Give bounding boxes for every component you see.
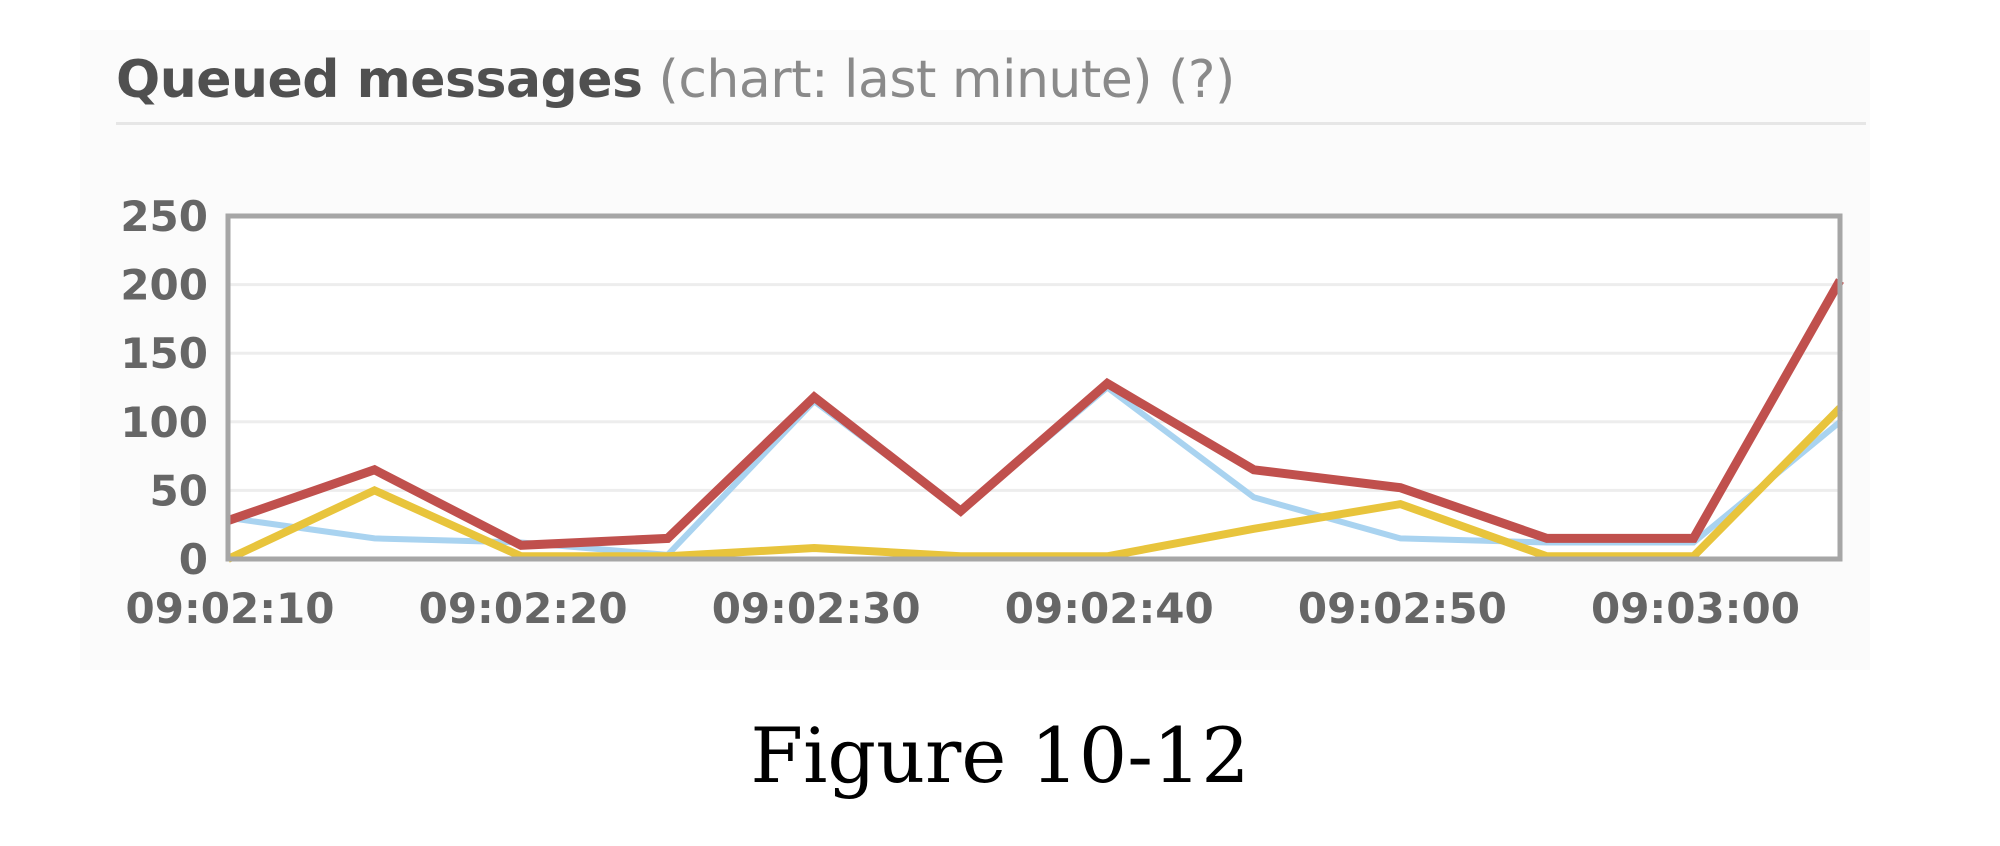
plot-background xyxy=(228,216,1840,559)
x-axis-ticks: 09:02:10 09:02:20 09:02:30 09:02:40 09:02:50… xyxy=(126,584,1800,633)
x-tick-label: 09:02:30 xyxy=(712,584,921,633)
plot-frame xyxy=(225,213,1843,562)
y-tick-label: 0 xyxy=(179,535,208,584)
x-tick-label: 09:02:50 xyxy=(1298,584,1507,633)
grid-lines xyxy=(228,283,1840,492)
chart-heading-title: Queued messages xyxy=(116,50,643,110)
series-line-2 xyxy=(226,405,1843,563)
x-tick-label: 09:03:00 xyxy=(1591,584,1800,633)
y-tick-label: 50 xyxy=(150,466,208,515)
x-tick-label: 09:02:10 xyxy=(126,584,335,633)
chart-heading-subtitle[interactable]: (chart: last minute) (?) xyxy=(658,50,1236,110)
y-tick-label: 200 xyxy=(120,261,208,310)
x-tick-label: 09:02:40 xyxy=(1005,584,1214,633)
heading-divider xyxy=(116,122,1866,125)
figure-caption: Figure 10-12 xyxy=(750,711,1250,800)
y-tick-label: 100 xyxy=(120,398,208,447)
series-layer xyxy=(226,278,1844,563)
y-tick-label: 150 xyxy=(120,329,208,378)
x-tick-label: 09:02:20 xyxy=(419,584,628,633)
y-tick-label: 250 xyxy=(120,192,208,241)
chart-heading: Queued messages (chart: last minute) (?) xyxy=(116,44,1235,116)
y-axis-ticks: 0 50 100 150 200 250 xyxy=(120,192,208,584)
series-line-3 xyxy=(226,278,1844,550)
